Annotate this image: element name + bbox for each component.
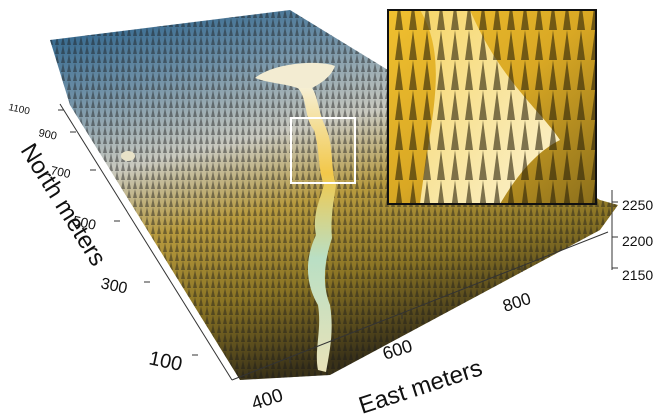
east-axis-label: East meters: [356, 354, 486, 419]
north-tick-700: 700: [49, 163, 72, 181]
north-tick-300: 300: [99, 275, 129, 297]
east-tick-400: 400: [249, 385, 286, 415]
z-tick-2200: 2200: [622, 233, 653, 249]
z-tick-2250: 2250: [622, 197, 653, 213]
inset-border: [387, 9, 597, 205]
zoom-box: [290, 117, 356, 184]
stream-channel: [298, 88, 336, 372]
east-axis-line: [231, 231, 609, 381]
small-clearing: [121, 151, 135, 161]
north-tick-1100: 1100: [7, 102, 31, 117]
axes: [59, 103, 613, 381]
north-tick-500: 500: [71, 212, 97, 233]
meadow-clearing: [255, 62, 335, 92]
north-axis-label: North meters: [15, 139, 111, 271]
north-axis-line: [59, 103, 233, 381]
north-tick-100: 100: [147, 347, 184, 375]
inset-tree-texture: [388, 10, 596, 204]
zoom-inset: [387, 9, 597, 205]
north-tick-900: 900: [37, 127, 57, 143]
tick-marks: [58, 109, 618, 363]
east-tick-800: 800: [500, 289, 533, 316]
vertical-tick-labels: 2250 2200 2150: [622, 197, 653, 283]
z-tick-2150: 2150: [622, 267, 653, 283]
surface-plot: [50, 10, 618, 380]
